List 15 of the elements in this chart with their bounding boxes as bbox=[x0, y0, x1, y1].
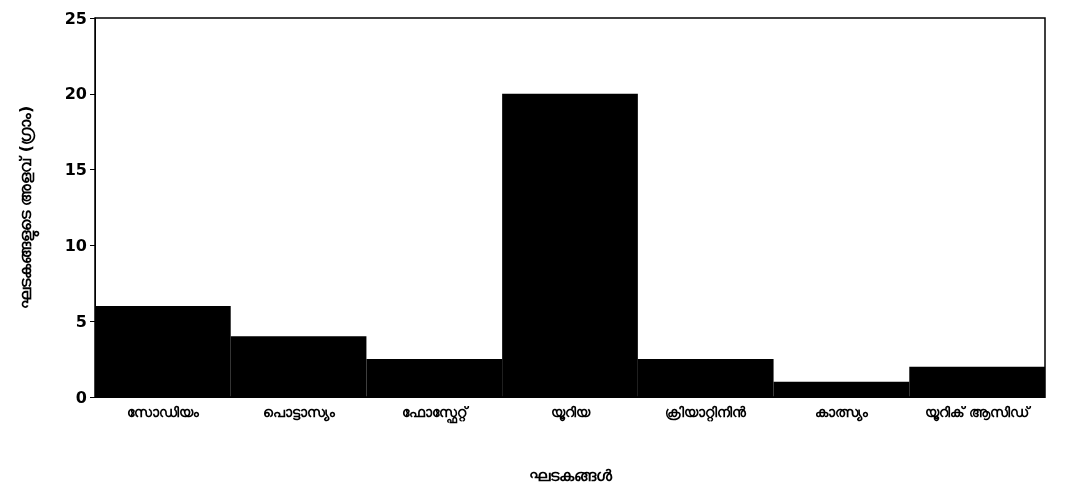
x-tick-label: സോഡിയം bbox=[126, 404, 200, 420]
y-tick-label: 0 bbox=[75, 387, 87, 407]
x-tick-label: കാത്സ്യം bbox=[814, 404, 869, 422]
x-tick-label: പൊട്ടാസ്യം bbox=[262, 404, 336, 422]
x-axis-title: ഘടകങ്ങൾ bbox=[528, 465, 613, 485]
x-tick-label: ഫോസ്ഫേറ്റ് bbox=[401, 404, 470, 424]
x-tick-label: യൂറിക് ആസിഡ് bbox=[925, 404, 1033, 422]
y-tick-label: 5 bbox=[75, 311, 87, 331]
y-tick-label: 25 bbox=[64, 8, 87, 28]
y-axis-title: ഘടകങ്ങളുടെ അളവ് (ഗ്രാം) bbox=[15, 105, 40, 310]
x-tick-label: ക്രിയാറ്റിനിൻ bbox=[665, 404, 748, 422]
y-tick-label: 10 bbox=[64, 235, 87, 255]
y-tick-label: 15 bbox=[64, 160, 87, 180]
x-tick-label: യൂറിയ bbox=[550, 404, 591, 422]
y-tick-label: 20 bbox=[64, 84, 87, 104]
